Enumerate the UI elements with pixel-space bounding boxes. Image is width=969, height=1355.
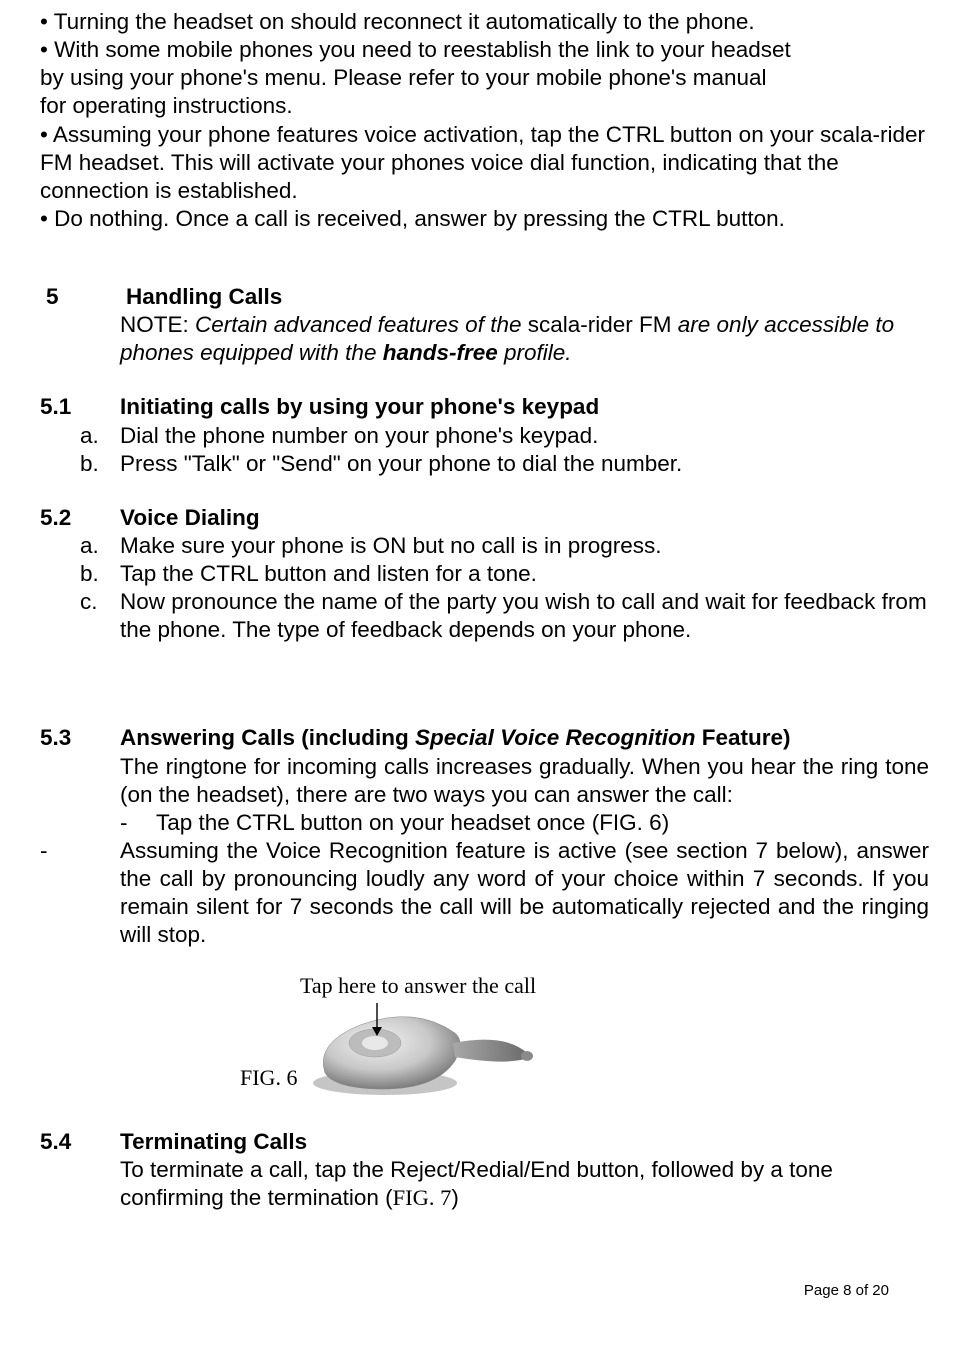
item-5-1-a: Dial the phone number on your phone's ke… [120, 422, 929, 450]
sec54-text-a: To terminate a call, tap the Reject/Redi… [120, 1157, 833, 1210]
bullet-3-line3: connection is established. [40, 177, 929, 205]
marker-b: b. [80, 450, 120, 478]
section-5-3-dashlist: - Tap the CTRL button on your headset on… [120, 809, 929, 837]
headset-icon [305, 1003, 535, 1098]
item-5-3-d1: Tap the CTRL button on your headset once… [156, 809, 929, 837]
bullet-3-line2: FM headset. This will activate your phon… [40, 149, 929, 177]
item-5-1-b: Press "Talk" or "Send" on your phone to … [120, 450, 929, 478]
note-handsfree: hands-free [383, 340, 498, 365]
title-pre: Answering Calls (including [120, 725, 415, 750]
sec54-text-b: ) [451, 1185, 459, 1210]
top-bullet-list: • Turning the headset on should reconnec… [40, 8, 929, 233]
note-product: scala-rider FM [528, 312, 678, 337]
bullet-2-line3: for operating instructions. [40, 92, 929, 120]
list-item: - Tap the CTRL button on your headset on… [120, 809, 929, 837]
section-5-4-title: Terminating Calls [120, 1128, 307, 1156]
list-item: b. Press "Talk" or "Send" on your phone … [80, 450, 929, 478]
list-item: a. Make sure your phone is ON but no cal… [80, 532, 929, 560]
list-item: b. Tap the CTRL button and listen for a … [80, 560, 929, 588]
section-5-3-intro: The ringtone for incoming calls increase… [120, 753, 929, 809]
section-5-2-heading: 5.2 Voice Dialing [40, 504, 929, 532]
list-item: a. Dial the phone number on your phone's… [80, 422, 929, 450]
page-footer: Page 8 of 20 [40, 1282, 929, 1301]
list-item: c. Now pronounce the name of the party y… [80, 588, 929, 644]
bullet-2-line1: • With some mobile phones you need to re… [40, 36, 929, 64]
item-5-2-c: Now pronounce the name of the party you … [120, 588, 929, 644]
bullet-4: • Do nothing. Once a call is received, a… [40, 205, 929, 233]
item-5-3-d2: Assuming the Voice Recognition feature i… [120, 837, 929, 950]
note-label: NOTE: [120, 312, 195, 337]
section-5-3-title: Answering Calls (including Special Voice… [120, 724, 791, 752]
marker-dash: - [40, 837, 120, 950]
note-text-3: profile. [498, 340, 572, 365]
marker-dash: - [120, 809, 156, 837]
marker-b: b. [80, 560, 120, 588]
section-5-1-heading: 5.1 Initiating calls by using your phone… [40, 393, 929, 421]
section-5-2-list: a. Make sure your phone is ON but no cal… [80, 532, 929, 645]
section-5-2-title: Voice Dialing [120, 504, 260, 532]
section-5-3-dash-outer: - Assuming the Voice Recognition feature… [40, 837, 929, 950]
figure-6-callout: Tap here to answer the call [300, 973, 929, 998]
section-5-heading: 5 Handling Calls [40, 283, 929, 311]
bullet-1: • Turning the headset on should reconnec… [40, 8, 929, 36]
section-5-4-number: 5.4 [40, 1128, 120, 1156]
marker-a: a. [80, 532, 120, 560]
section-5-number: 5 [40, 283, 126, 311]
marker-c: c. [80, 588, 120, 644]
section-5-1-title: Initiating calls by using your phone's k… [120, 393, 599, 421]
section-5-title: Handling Calls [126, 283, 282, 311]
note-text-1: Certain advanced features of the [195, 312, 528, 337]
section-5-4-body: To terminate a call, tap the Reject/Redi… [120, 1156, 929, 1212]
title-post: Feature) [696, 725, 791, 750]
bullet-2-line2: by using your phone's menu. Please refer… [40, 64, 929, 92]
bullet-3-line1: • Assuming your phone features voice act… [40, 121, 929, 149]
sec54-figref: FIG. 7 [393, 1185, 452, 1210]
section-5-2-number: 5.2 [40, 504, 120, 532]
item-5-2-b: Tap the CTRL button and listen for a ton… [120, 560, 929, 588]
section-5-4-heading: 5.4 Terminating Calls [40, 1128, 929, 1156]
section-5-3-heading: 5.3 Answering Calls (including Special V… [40, 724, 929, 752]
section-5-1-number: 5.1 [40, 393, 120, 421]
title-em: Special Voice Recognition [415, 725, 695, 750]
section-5-note: NOTE: Certain advanced features of the s… [120, 311, 929, 367]
figure-6-label: FIG. 6 [240, 1064, 297, 1098]
section-5-3-number: 5.3 [40, 724, 120, 752]
section-5-1-list: a. Dial the phone number on your phone's… [80, 422, 929, 478]
figure-6: Tap here to answer the call FIG. 6 [240, 973, 929, 1097]
marker-a: a. [80, 422, 120, 450]
item-5-2-a: Make sure your phone is ON but no call i… [120, 532, 929, 560]
